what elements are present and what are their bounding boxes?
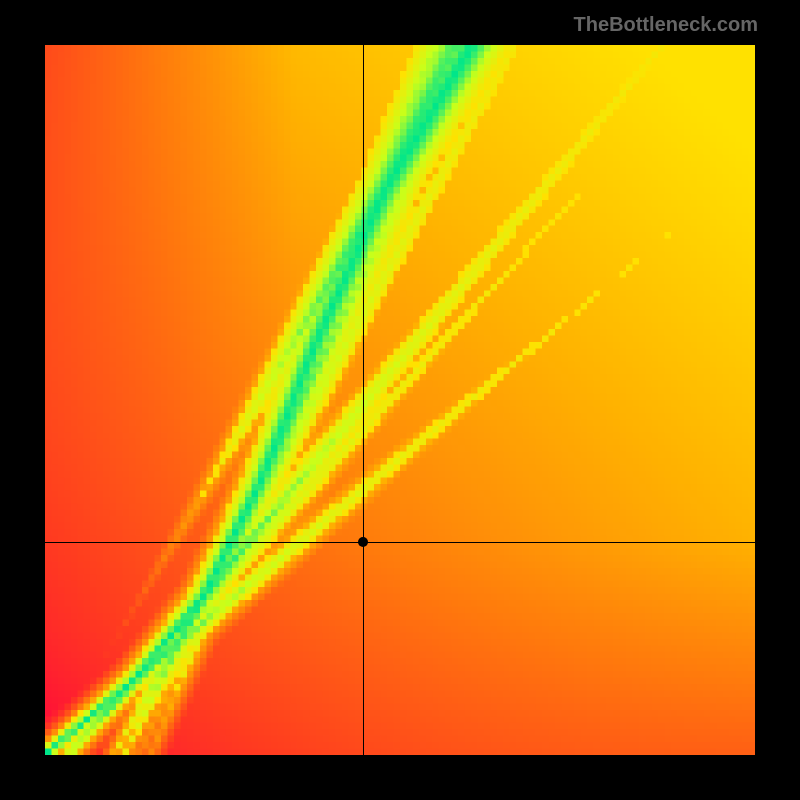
- crosshair-vertical: [363, 45, 364, 755]
- crosshair-horizontal: [45, 542, 755, 543]
- chart-container: TheBottleneck.com: [0, 0, 800, 800]
- attribution-text: TheBottleneck.com: [574, 14, 758, 37]
- crosshair-marker: [357, 536, 369, 548]
- bottleneck-heatmap: [45, 45, 755, 755]
